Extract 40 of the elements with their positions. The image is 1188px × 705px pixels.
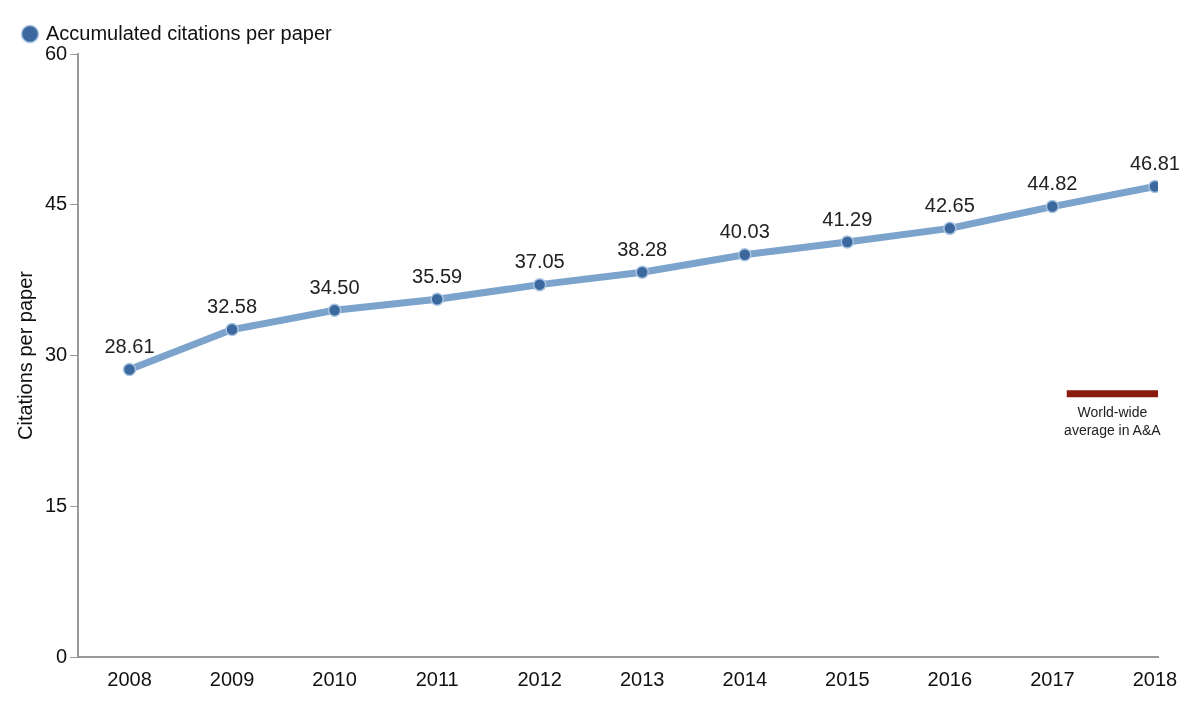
data-label: 28.61 (104, 334, 155, 357)
x-tick-label: 2016 (927, 667, 973, 690)
y-tick-label: 60 (45, 41, 68, 64)
x-tick-label: 2011 (415, 667, 459, 690)
y-tick-label: 15 (45, 493, 68, 516)
data-label: 35.59 (412, 264, 463, 287)
point (327, 303, 342, 318)
x-tick-label: 2015 (825, 667, 870, 690)
data-label: 37.05 (514, 250, 565, 273)
point (1045, 199, 1060, 214)
data-label: 46.81 (1129, 152, 1180, 175)
data-label: 34.50 (309, 275, 360, 298)
point (840, 235, 855, 249)
x-tick-label: 2018 (1132, 667, 1178, 690)
point (122, 362, 137, 377)
point (225, 322, 239, 337)
data-label: 41.29 (822, 207, 873, 230)
x-tick-label: 2008 (107, 667, 152, 690)
data-label: 42.65 (924, 193, 975, 216)
data-label: 38.28 (617, 237, 668, 260)
x-tick-label: 2009 (209, 667, 255, 690)
x-tick-label: 2013 (619, 667, 665, 690)
y-tick-label: 0 (56, 644, 68, 667)
point (532, 277, 547, 292)
data-label: 32.58 (207, 295, 258, 318)
point (738, 247, 752, 262)
y-axis-title: Citations per paper (13, 270, 36, 440)
x-tick-label: 2014 (722, 667, 768, 690)
point (430, 292, 444, 307)
series-label: World-wide average in A&A (1064, 403, 1162, 438)
data-label: 44.82 (1027, 172, 1078, 195)
x-tick-label: 2012 (517, 667, 562, 690)
y-tick-label: 45 (45, 192, 68, 215)
point (635, 265, 649, 280)
data-label: 40.03 (719, 220, 770, 243)
legend-label: Accumulated citations per paper (46, 21, 333, 44)
x-tick-label: 2010 (312, 667, 357, 690)
x-tick-label: 2017 (1030, 667, 1075, 690)
point (943, 221, 957, 236)
y-tick-label: 30 (45, 343, 68, 366)
